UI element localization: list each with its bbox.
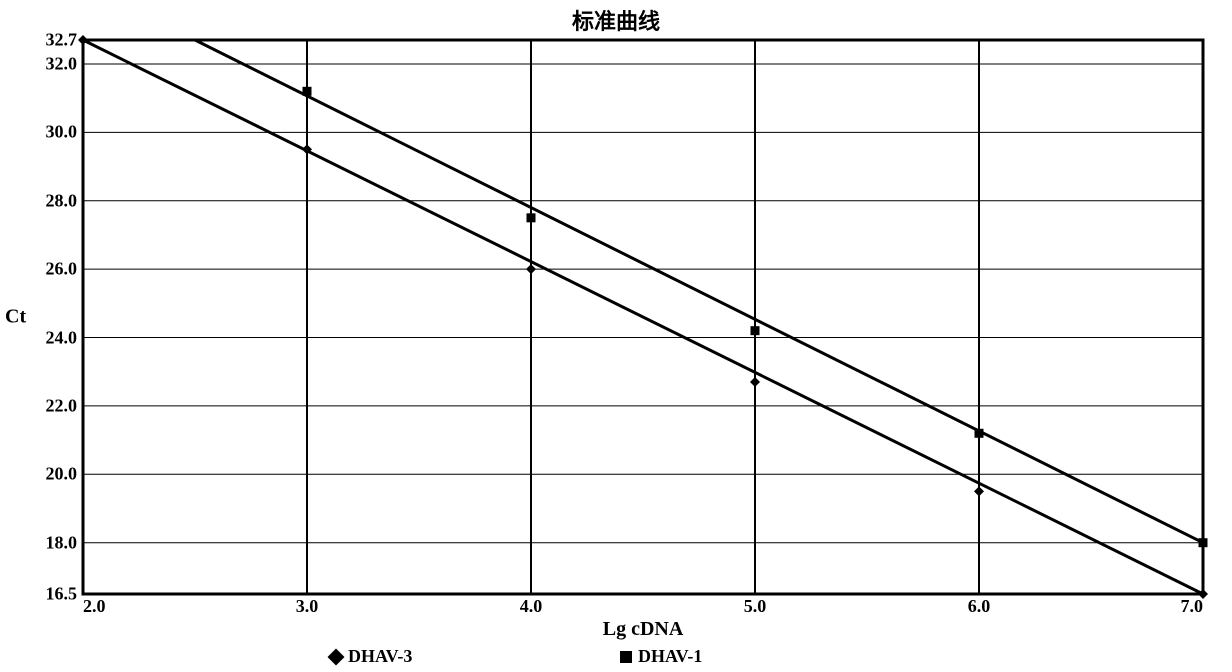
- legend-label: DHAV-3: [348, 646, 412, 667]
- legend-item: DHAV-3: [330, 646, 412, 667]
- y-axis-label: Ct: [5, 306, 26, 329]
- tick-label: 30.0: [46, 122, 78, 143]
- tick-label: 3.0: [296, 596, 319, 617]
- diamond-icon: [328, 648, 345, 665]
- tick-label: 22.0: [46, 395, 78, 416]
- tick-label: 16.5: [46, 584, 78, 605]
- legend-item: DHAV-1: [620, 646, 702, 667]
- chart-svg: [0, 0, 1232, 672]
- tick-label: 32.7: [46, 30, 78, 51]
- chart-root: 标准曲线 Ct Lg cDNA 18.020.022.024.026.028.0…: [0, 0, 1232, 672]
- tick-label: 24.0: [46, 327, 78, 348]
- tick-label: 4.0: [520, 596, 543, 617]
- tick-label: 18.0: [46, 532, 78, 553]
- tick-label: 6.0: [968, 596, 991, 617]
- tick-label: 7.0: [1181, 596, 1204, 617]
- tick-label: 20.0: [46, 464, 78, 485]
- tick-label: 32.0: [46, 53, 78, 74]
- tick-label: 5.0: [744, 596, 767, 617]
- x-axis-label: Lg cDNA: [603, 618, 684, 641]
- tick-label: 2.0: [83, 596, 106, 617]
- square-icon: [620, 651, 632, 663]
- tick-label: 28.0: [46, 190, 78, 211]
- legend-label: DHAV-1: [638, 646, 702, 667]
- tick-label: 26.0: [46, 259, 78, 280]
